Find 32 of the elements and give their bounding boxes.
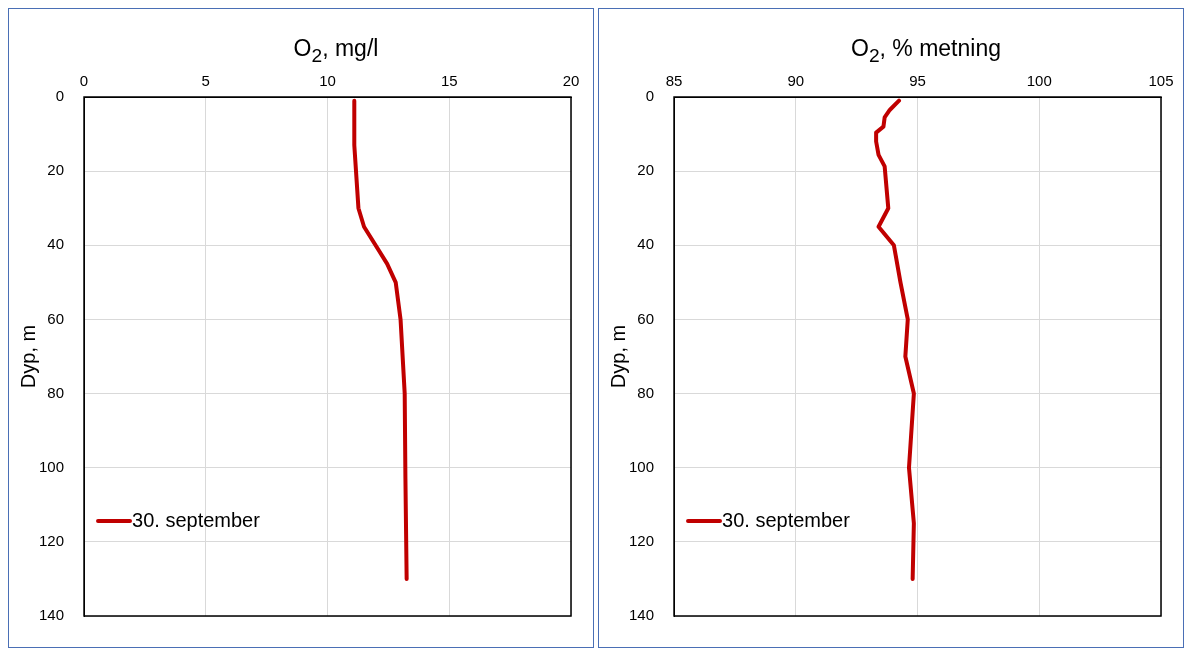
y-axis-title: Dyp, m [16, 324, 39, 389]
x-tick-label: 105 [1148, 72, 1174, 90]
y-tick-label: 40 [47, 235, 65, 253]
y-axis-title: Dyp, m [606, 324, 629, 389]
x-tick-label: 85 [665, 72, 683, 90]
y-tick-label: 0 [645, 87, 655, 105]
y-tick-label: 20 [47, 161, 65, 179]
legend-label: 30. september [722, 508, 851, 531]
x-tick-label: 10 [319, 72, 336, 90]
y-tick-label: 120 [629, 532, 655, 549]
y-tick-label: 20 [637, 161, 655, 179]
y-tick-label: 40 [637, 235, 655, 253]
y-tick-label: 140 [39, 606, 65, 624]
x-tick-label: 90 [787, 72, 805, 90]
y-tick-label: 80 [637, 383, 655, 401]
y-tick-label: 60 [47, 309, 65, 327]
y-tick-label: 80 [47, 383, 65, 401]
chart-title: O$_{2}$, mg/l [292, 35, 380, 67]
y-tick-label: 0 [55, 87, 65, 105]
y-tick-label: 100 [39, 457, 65, 475]
x-tick-label: 15 [440, 72, 458, 90]
chart-title: O$_{2}$, % metning [850, 35, 1002, 67]
y-tick-label: 60 [637, 309, 655, 327]
y-tick-label: 140 [629, 606, 655, 624]
y-tick-label: 120 [39, 532, 65, 549]
legend-label: 30. september [132, 508, 261, 531]
y-tick-label: 100 [629, 457, 655, 475]
x-tick-label: 0 [79, 72, 89, 90]
x-tick-label: 20 [562, 72, 580, 90]
x-tick-label: 95 [909, 72, 926, 90]
x-tick-label: 5 [201, 72, 210, 90]
x-tick-label: 100 [1026, 72, 1052, 90]
